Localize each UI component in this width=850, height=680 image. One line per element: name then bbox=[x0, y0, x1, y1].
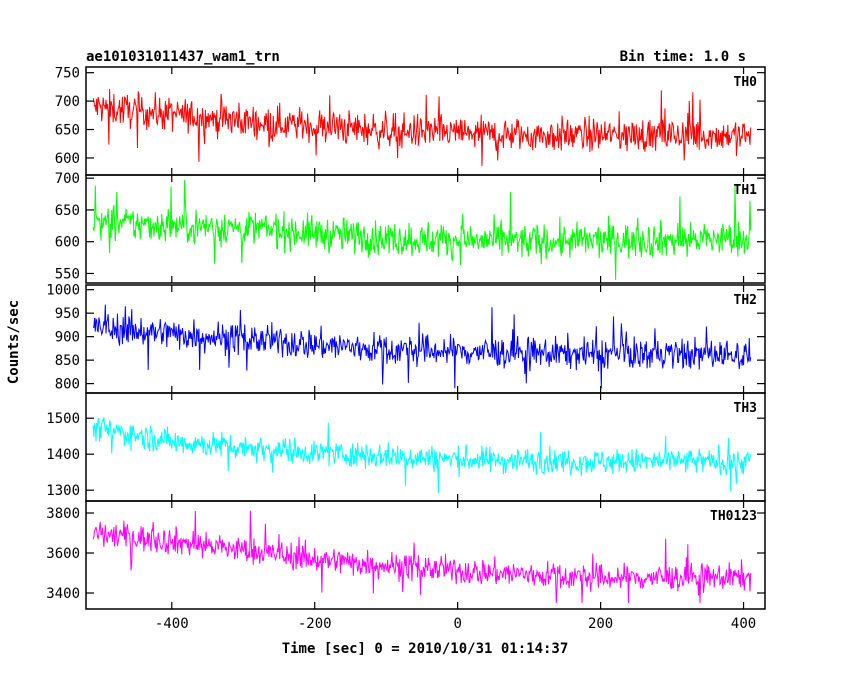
y-tick-label: 750 bbox=[55, 66, 80, 82]
y-tick-label: 700 bbox=[55, 171, 80, 187]
y-tick-label: 3600 bbox=[46, 546, 80, 562]
series-th0 bbox=[92, 88, 752, 166]
y-axis-label: Counts/sec bbox=[6, 300, 22, 384]
series-th0123 bbox=[92, 510, 752, 604]
panel-frame bbox=[85, 500, 766, 610]
panel-label: TH3 bbox=[734, 401, 757, 416]
bin-time-label: Bin time: 1.0 s bbox=[620, 49, 746, 65]
y-tick-label: 1000 bbox=[46, 283, 80, 299]
panel-label: TH0 bbox=[734, 75, 758, 90]
panel-label: TH2 bbox=[734, 293, 757, 308]
x-axis-ticks: -400 -200 0 200 400 bbox=[155, 616, 756, 632]
y-tick-label: 950 bbox=[55, 306, 80, 322]
x-tick-label: 0 bbox=[453, 616, 461, 632]
y-tick-label: 600 bbox=[55, 151, 80, 167]
y-tick-label: 1300 bbox=[46, 483, 80, 499]
panel-th0: 600 650 700 750 TH0 bbox=[55, 66, 766, 176]
y-tick-label: 3400 bbox=[46, 586, 80, 602]
y-tick-label: 550 bbox=[55, 266, 80, 282]
panel-th0123: 3400 3600 3800 TH0123 bbox=[46, 500, 766, 610]
y-tick-label: 800 bbox=[55, 377, 80, 393]
y-tick-label: 1400 bbox=[46, 447, 80, 463]
panel-th3: 1300 1400 1500 TH3 bbox=[46, 392, 766, 502]
panel-label: TH0123 bbox=[710, 509, 757, 524]
y-tick-label: 900 bbox=[55, 330, 80, 346]
x-tick-label: 200 bbox=[588, 616, 613, 632]
y-tick-label: 3800 bbox=[46, 506, 80, 522]
series-th2 bbox=[92, 304, 752, 389]
x-tick-label: 400 bbox=[731, 616, 756, 632]
panel-th2: 800 850 900 950 1000 TH2 bbox=[46, 283, 766, 394]
panel-th1: 550 600 650 700 TH1 bbox=[55, 171, 766, 284]
x-tick-label: -200 bbox=[298, 616, 332, 632]
y-tick-label: 600 bbox=[55, 235, 80, 251]
x-tick-label: -400 bbox=[155, 616, 189, 632]
x-axis-label: Time [sec] 0 = 2010/10/31 01:14:37 bbox=[282, 641, 569, 657]
panels-group: 600 650 700 750 TH0 550 600 650 700 TH1 800 850 900 9… bbox=[46, 66, 766, 610]
series-th1 bbox=[92, 179, 752, 280]
y-tick-label: 1500 bbox=[46, 411, 80, 427]
y-tick-label: 650 bbox=[55, 203, 80, 219]
chart-title: ae101031011437_wam1_trn bbox=[86, 49, 280, 65]
panel-frame bbox=[85, 174, 766, 284]
panel-label: TH1 bbox=[734, 183, 758, 198]
y-tick-label: 850 bbox=[55, 353, 80, 369]
y-tick-label: 650 bbox=[55, 123, 80, 139]
series-th3 bbox=[92, 417, 752, 494]
y-tick-label: 700 bbox=[55, 94, 80, 110]
